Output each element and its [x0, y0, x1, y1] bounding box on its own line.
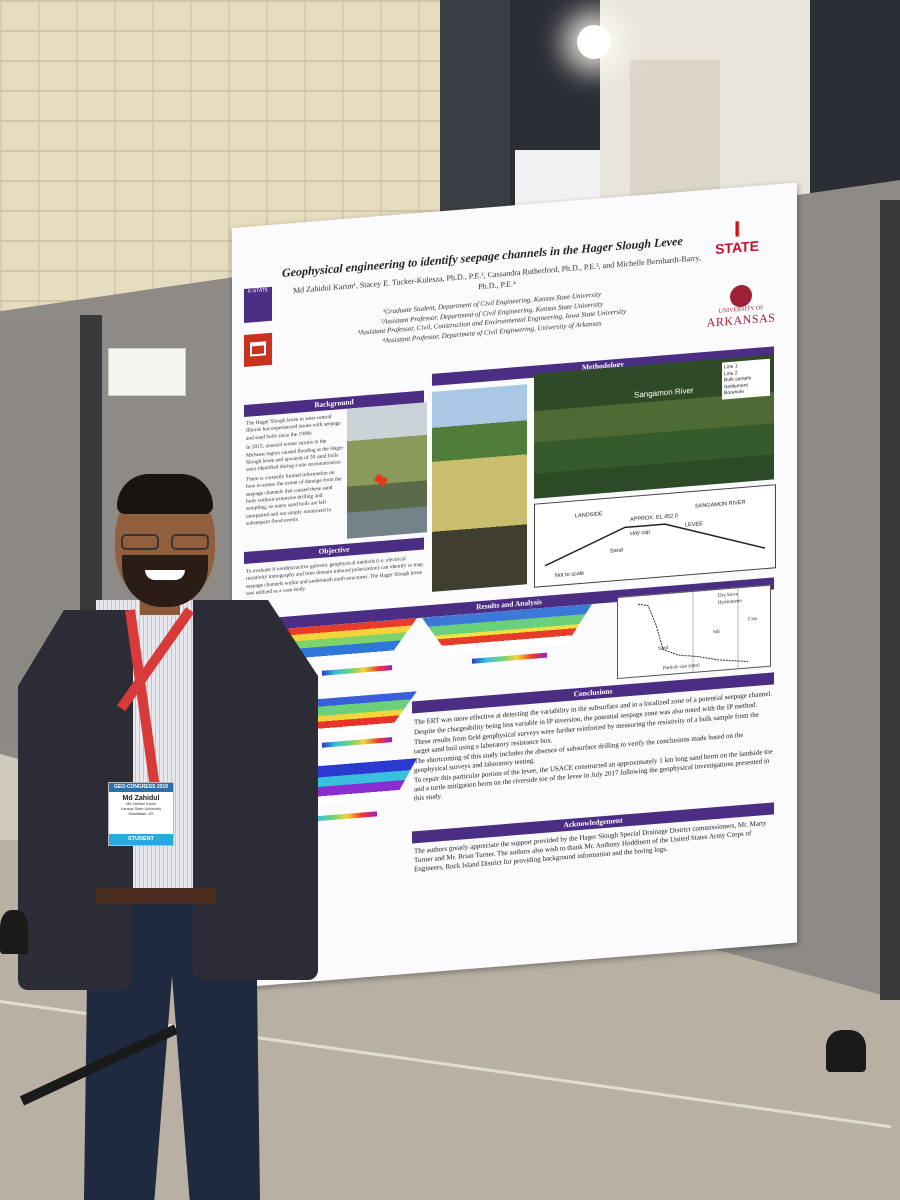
person-belt [96, 888, 216, 904]
plot-zone-label: Clay [748, 616, 758, 623]
aerial-map: Sangamon River Line 1 Line 2 Bulk sample… [534, 354, 774, 499]
river-label: Sangamon River [634, 385, 694, 400]
arkansas-logo: UNIVERSITY OF ARKANSAS [702, 282, 780, 331]
levee-photo [432, 384, 527, 592]
badge-org: Kansas State University [120, 806, 162, 811]
grain-size-plot: Dry Sieve Hydrometer Sand Silt Clay Part… [617, 584, 771, 680]
color-scale-bar [322, 737, 392, 748]
name-badge: GEO-CONGRESS 2019 Md Zahidul Md Zahidul … [108, 782, 174, 846]
shoe [0, 910, 28, 954]
research-poster: K-STATE Geophysical engineering to ident… [232, 182, 797, 988]
background-text: The Hager Slough levee in west-central I… [246, 413, 344, 531]
levee-profile-drawing [544, 523, 766, 567]
plot-zone-label: Silt [713, 629, 720, 636]
sand-label: Sand [610, 547, 623, 555]
display-post-right [880, 200, 900, 1000]
arkansas-seal-icon [730, 284, 752, 308]
ceiling-light [577, 25, 611, 59]
kstate-logo: K-STATE [244, 286, 272, 324]
background-bullet: There is currently limited information o… [246, 469, 342, 528]
lanyard [117, 607, 205, 790]
usace-castle-logo [244, 332, 272, 368]
info-card [108, 348, 186, 396]
seepage-photo [347, 402, 427, 539]
iowa-state-logo: I STATE [715, 216, 759, 258]
color-scale-bar [322, 665, 392, 676]
brick-wall [0, 0, 520, 330]
badge-event: GEO-CONGRESS 2019 [109, 783, 173, 792]
person-smile [145, 570, 185, 580]
person-hair [117, 474, 213, 514]
badge-full-name: Md Zahidul Karim [126, 802, 156, 806]
levee-cross-section: LANDSIDE SANGAMON RIVER APPROX. EL 452.0… [534, 484, 776, 588]
map-legend: Line 1 Line 2 Bulk sample Settlement Bor… [722, 358, 770, 400]
plot-zone-label: Sand [658, 645, 668, 652]
glasses-icon [119, 534, 211, 552]
person-jacket-right [193, 600, 318, 980]
badge-name: Md Zahidul [122, 795, 160, 802]
badge-location: Manhattan, KS [128, 811, 154, 816]
color-scale-bar [472, 652, 547, 664]
arrow-icon [373, 473, 389, 487]
badge-type: STUDENT [109, 834, 173, 845]
grain-size-curve [637, 588, 749, 672]
shoe [826, 1030, 866, 1072]
